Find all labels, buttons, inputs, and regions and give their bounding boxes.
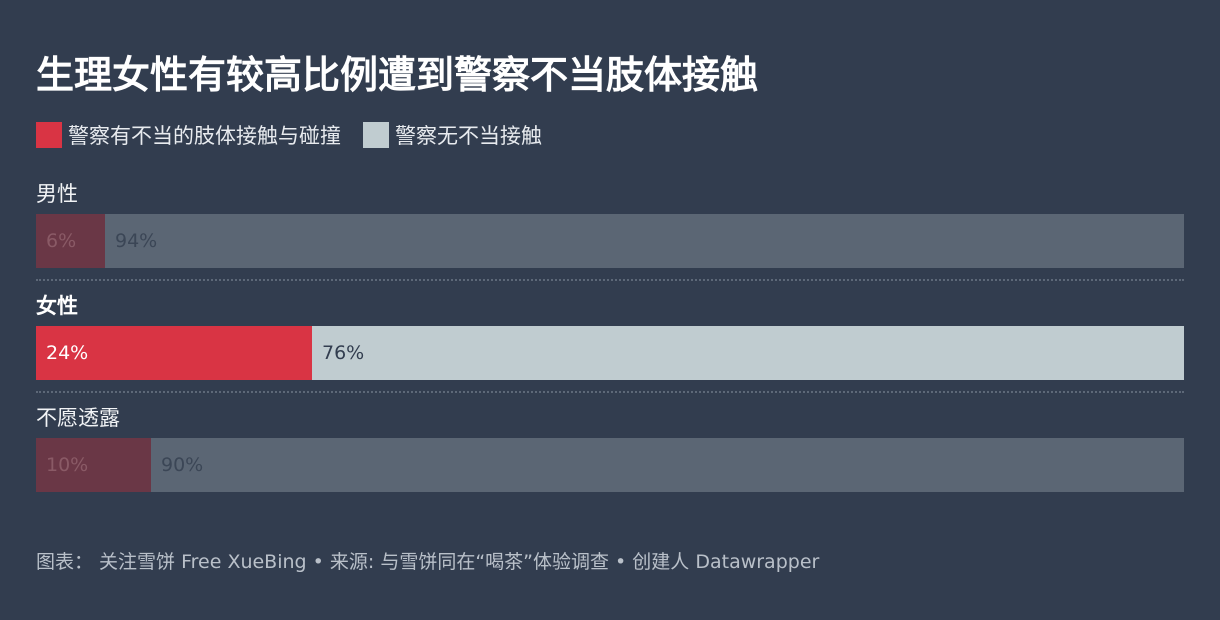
legend-item-contact: 警察有不当的肢体接触与碰撞 (36, 120, 341, 150)
legend-swatch-no-contact (363, 122, 389, 148)
value-label: 10% (46, 454, 89, 476)
legend-label-no-contact: 警察无不当接触 (395, 124, 542, 148)
row-divider (36, 391, 1184, 393)
category-label: 男性 (36, 182, 78, 206)
bar-segment-no-contact: 94% (105, 214, 1184, 268)
value-label: 90% (161, 454, 204, 476)
legend-swatch-contact (36, 122, 62, 148)
value-label: 94% (115, 230, 158, 252)
legend: 警察有不当的肢体接触与碰撞 警察无不当接触 (36, 120, 564, 150)
bar-segment-no-contact: 76% (312, 326, 1184, 380)
bar-row: 不愿透露 10% 90% (36, 394, 1184, 506)
bar-segment-contact: 6% (36, 214, 105, 268)
stacked-bar-chart: 男性 6% 94% 女性 24% 76% 不愿透露 10% 90% (36, 170, 1184, 506)
bar-row: 男性 6% 94% (36, 170, 1184, 282)
bar-segment-contact: 24% (36, 326, 312, 380)
value-label: 6% (46, 230, 77, 252)
chart-title: 生理女性有较高比例遭到警察不当肢体接触 (36, 53, 759, 97)
row-divider (36, 279, 1184, 281)
legend-item-no-contact: 警察无不当接触 (363, 120, 542, 150)
stacked-bar: 24% 76% (36, 326, 1184, 380)
chart-footer: 图表： 关注雪饼 Free XueBing • 来源: 与雪饼同在“喝茶”体验调… (36, 551, 820, 573)
legend-label-contact: 警察有不当的肢体接触与碰撞 (68, 124, 341, 148)
value-label: 76% (322, 342, 365, 364)
bar-row: 女性 24% 76% (36, 282, 1184, 394)
bar-segment-no-contact: 90% (151, 438, 1184, 492)
category-label: 不愿透露 (36, 406, 120, 430)
bar-segment-contact: 10% (36, 438, 151, 492)
category-label: 女性 (36, 294, 78, 318)
value-label: 24% (46, 342, 89, 364)
stacked-bar: 10% 90% (36, 438, 1184, 492)
stacked-bar: 6% 94% (36, 214, 1184, 268)
